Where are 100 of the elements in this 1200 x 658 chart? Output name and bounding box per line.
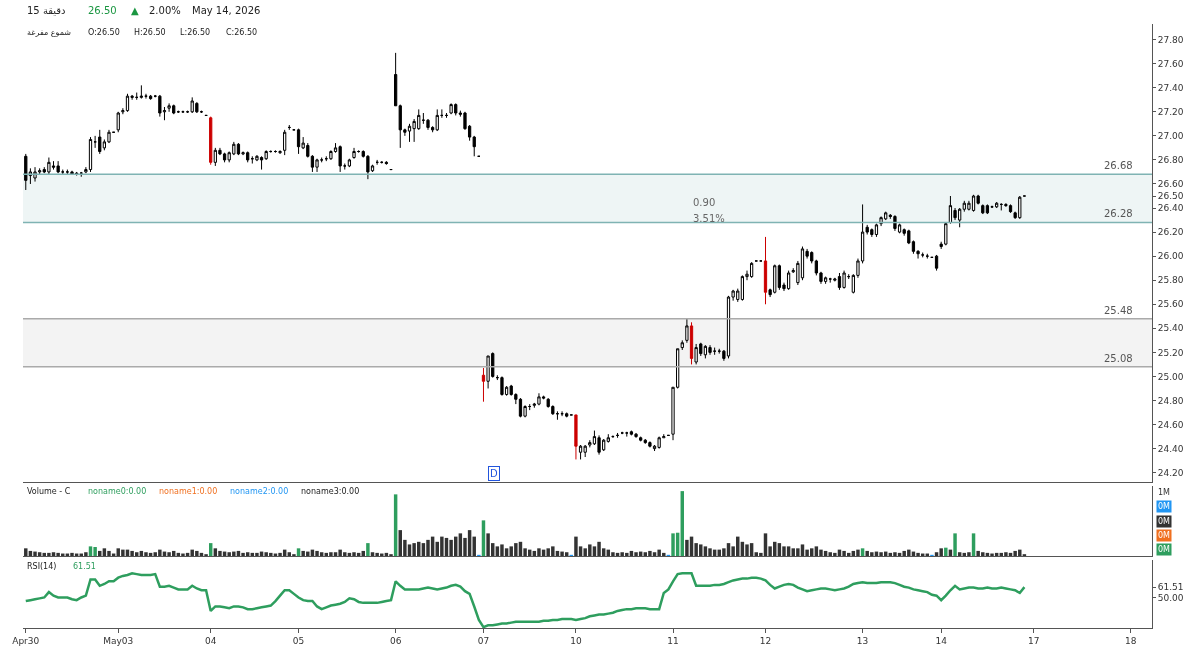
text: May 14, 2026 xyxy=(192,5,261,16)
bar xyxy=(842,550,846,557)
bar xyxy=(634,552,638,557)
y-tick-label: 50.00 xyxy=(1157,592,1184,603)
candlestick xyxy=(222,152,227,163)
bar xyxy=(879,552,883,557)
candlestick xyxy=(639,437,643,442)
candlestick xyxy=(481,367,486,403)
annotation: noname1:0.00 xyxy=(159,487,218,496)
candlestick xyxy=(116,111,120,133)
candlestick xyxy=(874,223,879,238)
annotation: H:26.50 xyxy=(134,28,166,37)
bar xyxy=(856,549,860,557)
bar xyxy=(967,552,971,557)
text: 26.50 xyxy=(88,5,117,16)
bar xyxy=(93,547,97,557)
bar xyxy=(477,554,481,557)
bar xyxy=(930,554,934,557)
bar xyxy=(292,554,296,557)
candlestick xyxy=(1008,203,1013,214)
text: 0M xyxy=(1158,502,1171,511)
annotation: C:26.50 xyxy=(226,28,258,37)
bar xyxy=(597,541,601,557)
candlestick xyxy=(648,440,652,448)
y-tick-label: 27.00 xyxy=(1157,131,1184,142)
text: 1M xyxy=(1158,488,1171,497)
candlestick xyxy=(879,215,883,227)
candlestick xyxy=(634,433,638,439)
bar xyxy=(916,552,920,557)
candlestick xyxy=(148,95,153,101)
candlestick xyxy=(578,444,583,460)
candlestick xyxy=(236,142,241,156)
bar xyxy=(685,539,689,557)
bar xyxy=(819,549,823,557)
bar xyxy=(245,552,250,557)
candlestick xyxy=(139,84,143,100)
bar xyxy=(144,552,148,557)
candlestick xyxy=(435,108,439,132)
y-tick-label: 24.20 xyxy=(1157,467,1184,478)
candlestick xyxy=(296,128,301,155)
y-tick-label: 26.80 xyxy=(1157,155,1184,166)
y-tick-label: 24.80 xyxy=(1157,395,1184,406)
bar xyxy=(287,552,292,557)
bar xyxy=(130,550,134,557)
candlestick xyxy=(440,108,444,119)
candlestick xyxy=(158,94,162,118)
candlestick xyxy=(800,246,805,281)
y-tick-label: 61.51 xyxy=(1157,582,1184,593)
bar xyxy=(500,544,504,557)
candlestick xyxy=(934,254,939,272)
bar xyxy=(782,546,786,557)
candlestick xyxy=(893,214,897,232)
ref-line-label: 25.48 xyxy=(1104,305,1133,316)
annotation: noname0:0.00 xyxy=(88,487,147,496)
candlestick xyxy=(209,116,213,166)
text: 0M xyxy=(1158,531,1171,540)
candlestick xyxy=(823,276,828,285)
bar xyxy=(121,549,125,557)
y-tick-label: 26.50 xyxy=(1157,191,1184,202)
y-tick-label: 24.60 xyxy=(1157,419,1184,430)
x-tick-label: 18 xyxy=(1125,635,1137,646)
x-tick-label: 11 xyxy=(667,635,679,646)
candlestick xyxy=(51,160,56,171)
y-tick-label: 26.00 xyxy=(1157,251,1184,262)
candlestick xyxy=(88,136,93,173)
candlestick xyxy=(680,339,684,351)
candlestick xyxy=(703,344,708,359)
bar xyxy=(560,551,564,557)
x-tick-label: 12 xyxy=(759,635,772,646)
text: ▲ xyxy=(131,5,139,16)
x-tick-label: 13 xyxy=(856,635,869,646)
bar xyxy=(426,539,430,557)
bar xyxy=(204,554,208,557)
bar xyxy=(574,536,578,557)
line-series xyxy=(24,571,1026,628)
candlestick xyxy=(837,272,842,291)
bar xyxy=(70,552,74,557)
bar xyxy=(893,552,897,557)
candlestick xyxy=(971,194,976,213)
candlestick xyxy=(93,135,97,149)
bar xyxy=(167,552,171,557)
bar xyxy=(440,536,444,557)
y-tick-label: 27.60 xyxy=(1157,58,1184,69)
y-tick-label: 25.60 xyxy=(1157,299,1184,310)
bar xyxy=(47,552,51,557)
x-tick-label: May03 xyxy=(103,635,134,646)
candlestick xyxy=(574,414,578,460)
bar xyxy=(449,539,453,557)
bar xyxy=(255,552,259,557)
bar xyxy=(278,552,282,557)
annotation: L:26.50 xyxy=(180,28,211,37)
candlestick xyxy=(981,203,985,215)
bar xyxy=(241,552,245,557)
x-tick-label: 07 xyxy=(477,635,490,646)
y-tick-label: 26.20 xyxy=(1157,227,1184,238)
candlestick xyxy=(629,431,634,436)
y-tick-label: 26.40 xyxy=(1157,203,1184,214)
candlestick xyxy=(749,261,754,279)
candlestick xyxy=(763,236,768,305)
candlestick xyxy=(500,375,504,397)
